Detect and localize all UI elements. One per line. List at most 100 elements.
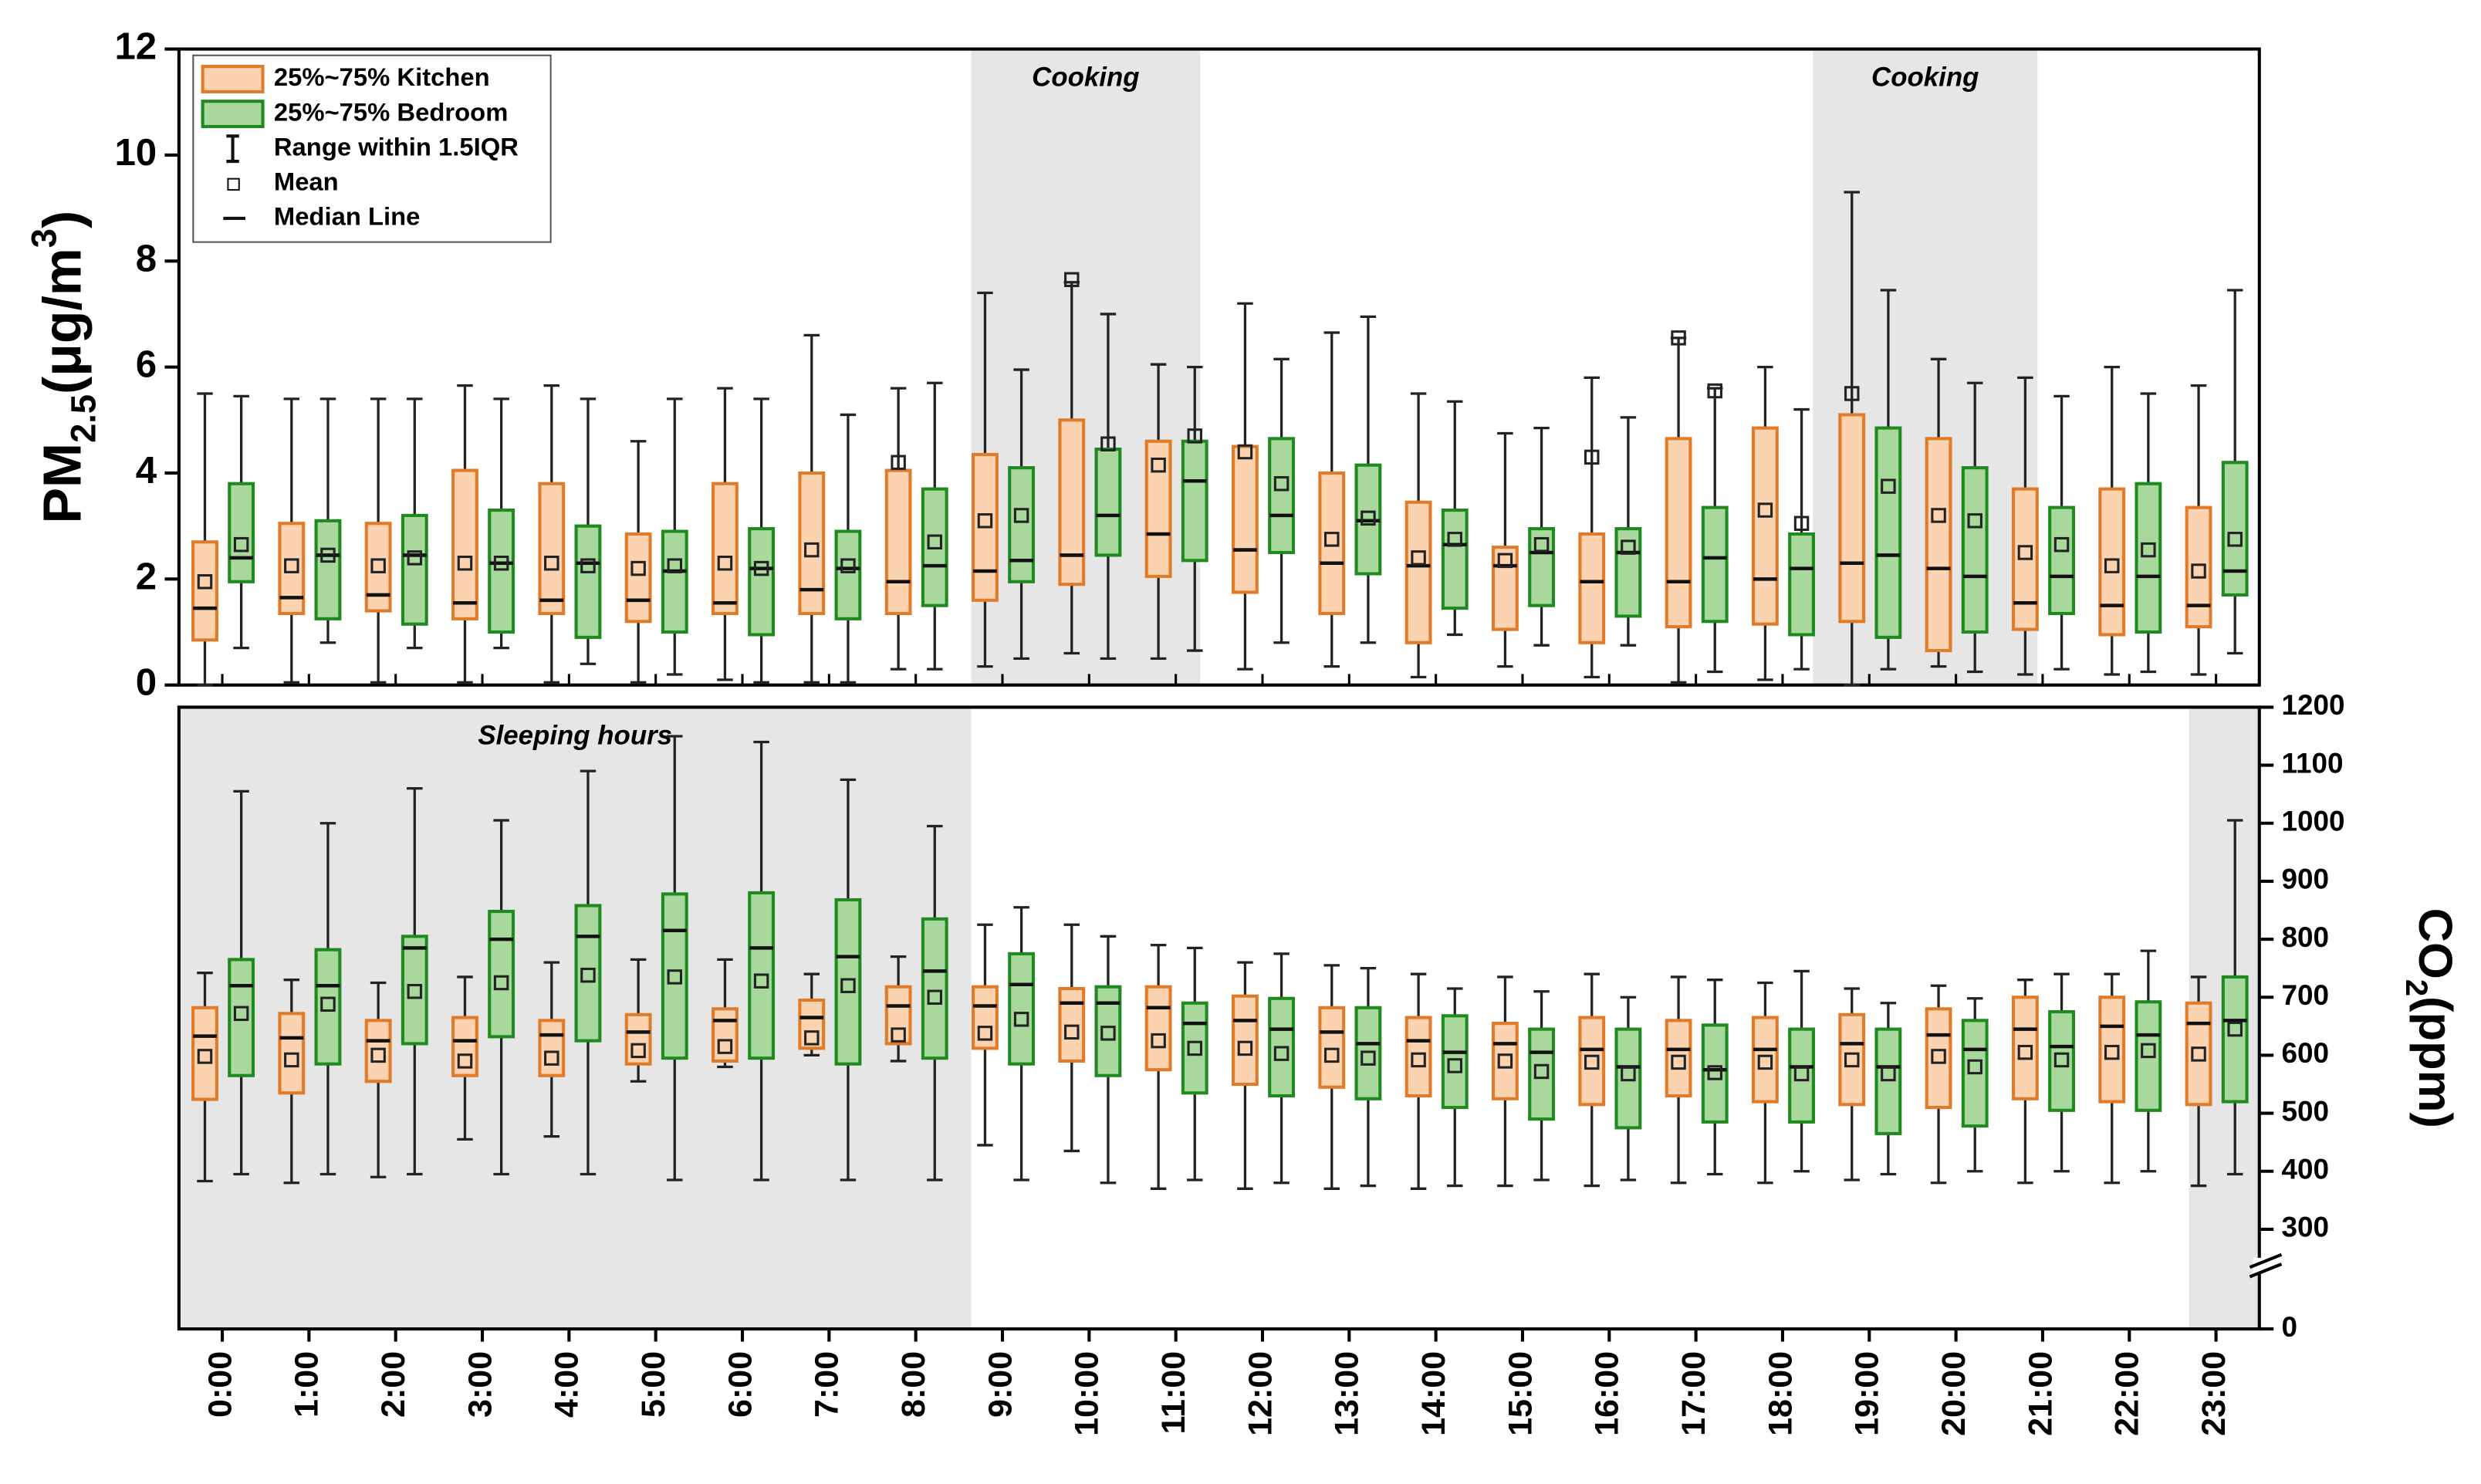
region-label: Cooking — [1871, 63, 1979, 93]
mean-marker — [233, 1006, 249, 1022]
x-tick-label: 17:00 — [1675, 1351, 1712, 1436]
mean-marker — [927, 534, 943, 550]
legend-glyph — [227, 177, 240, 191]
y-tick-label: 300 — [2281, 1212, 2329, 1243]
x-tick-label: 22:00 — [2109, 1351, 2146, 1436]
x-tick-label: 3:00 — [461, 1351, 499, 1418]
mean-marker — [580, 558, 596, 573]
mean-marker — [284, 558, 299, 573]
mean-marker — [1497, 1053, 1513, 1069]
plot-frame — [177, 705, 2261, 1331]
mean-marker — [457, 1053, 473, 1069]
mean-marker — [977, 1026, 993, 1041]
x-tick-label: 16:00 — [1589, 1351, 1626, 1436]
mean-marker — [2141, 542, 2156, 558]
mean-marker — [407, 983, 423, 999]
y-tick-label: 0 — [2281, 1311, 2297, 1343]
mean-marker — [1844, 1052, 1860, 1068]
legend-label: Mean — [274, 167, 339, 195]
box — [574, 904, 602, 1043]
box — [1751, 1016, 1779, 1104]
box — [1181, 1001, 1208, 1095]
mean-marker — [1793, 1066, 1810, 1082]
box — [2048, 505, 2075, 616]
box — [1961, 466, 1989, 634]
x-tick-label: 2:00 — [375, 1351, 412, 1418]
box — [1701, 505, 1729, 624]
mean-marker — [2017, 545, 2033, 560]
box — [1838, 1012, 1866, 1107]
box — [1788, 1027, 1815, 1124]
box — [921, 487, 948, 607]
box — [921, 917, 948, 1060]
mean-marker — [2191, 1046, 2206, 1062]
x-tick-label: 9:00 — [982, 1351, 1019, 1418]
box — [1268, 437, 1296, 555]
legend-swatch — [201, 100, 265, 129]
mean-marker — [1187, 1040, 1202, 1056]
box — [1788, 532, 1815, 637]
mean-marker — [1533, 536, 1550, 553]
mean-marker — [1671, 330, 1686, 346]
box — [1578, 1016, 1606, 1107]
mean-marker — [1621, 1066, 1636, 1082]
mean-marker — [630, 560, 646, 576]
y-axis-label-part: ) — [32, 211, 93, 228]
mean-marker — [1707, 383, 1722, 399]
mean-marker — [2141, 1043, 2156, 1059]
y-tick-label: 1000 — [2281, 805, 2344, 837]
mean-marker — [1151, 457, 1166, 473]
mean-marker — [2104, 1044, 2120, 1060]
y-tick-label: 0 — [136, 661, 157, 704]
mean-marker — [370, 1047, 386, 1063]
box — [2011, 996, 2039, 1100]
box — [1925, 437, 1952, 653]
legend-label: Range within 1.5IQR — [274, 132, 519, 161]
mean-marker — [2191, 563, 2206, 579]
region-label: Sleeping hours — [478, 721, 672, 751]
box — [1008, 466, 1036, 583]
y-axis-label-part: (μg/m — [32, 248, 93, 394]
marks-layer: Cooking Cooking 0 2 4 6 8 10 12 PM2.5(μg/m3) 25%~7… — [25, 25, 2462, 1436]
box — [364, 522, 392, 613]
y-tick-label: 4 — [136, 449, 157, 492]
x-tick-label: 21:00 — [2022, 1351, 2059, 1436]
box — [2011, 487, 2039, 631]
y-axis-label-part: 2.5 — [64, 394, 103, 443]
box — [1441, 1014, 1469, 1110]
legend-label: 25%~75% Bedroom — [274, 97, 509, 126]
mean-marker — [197, 1049, 213, 1064]
y-tick-label: 6 — [136, 343, 157, 386]
mean-marker — [544, 1050, 559, 1066]
legend-label: Median Line — [274, 202, 421, 231]
mean-marker — [1881, 478, 1896, 494]
box — [1144, 439, 1172, 578]
mean-marker — [1497, 553, 1513, 569]
box — [1232, 994, 1259, 1087]
box — [538, 482, 566, 616]
mean-marker — [1100, 436, 1116, 451]
box — [1318, 1006, 1346, 1089]
mean-marker — [2053, 1052, 2070, 1068]
box — [191, 540, 218, 642]
x-tick-label: 19:00 — [1849, 1351, 1886, 1436]
y-tick-label: 1200 — [2281, 689, 2344, 721]
mean-marker — [891, 455, 906, 470]
mean-marker — [407, 550, 423, 566]
box — [401, 513, 428, 626]
mean-marker — [977, 513, 993, 529]
box — [401, 935, 428, 1046]
box — [1404, 1016, 1432, 1098]
mean-marker — [370, 558, 386, 573]
box — [574, 524, 602, 639]
box — [1665, 1019, 1692, 1098]
y-axis-label: CO2(ppm) — [2400, 908, 2462, 1128]
box — [884, 985, 912, 1046]
box — [228, 958, 255, 1077]
mean-marker — [1757, 502, 1773, 518]
y-tick-label: 10 — [114, 131, 157, 174]
mean-marker — [1533, 1063, 1550, 1080]
mean-marker — [1793, 516, 1810, 531]
box — [1094, 448, 1122, 557]
